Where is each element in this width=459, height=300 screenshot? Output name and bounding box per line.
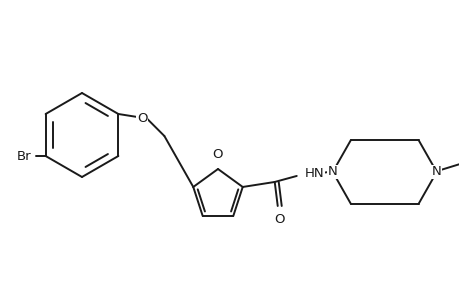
Text: O: O (137, 112, 147, 124)
Text: N: N (327, 166, 337, 178)
Text: HN: HN (304, 167, 324, 181)
Text: Br: Br (17, 149, 32, 163)
Text: N: N (327, 166, 337, 178)
Text: O: O (212, 148, 223, 161)
Text: O: O (274, 213, 285, 226)
Text: N: N (431, 166, 441, 178)
